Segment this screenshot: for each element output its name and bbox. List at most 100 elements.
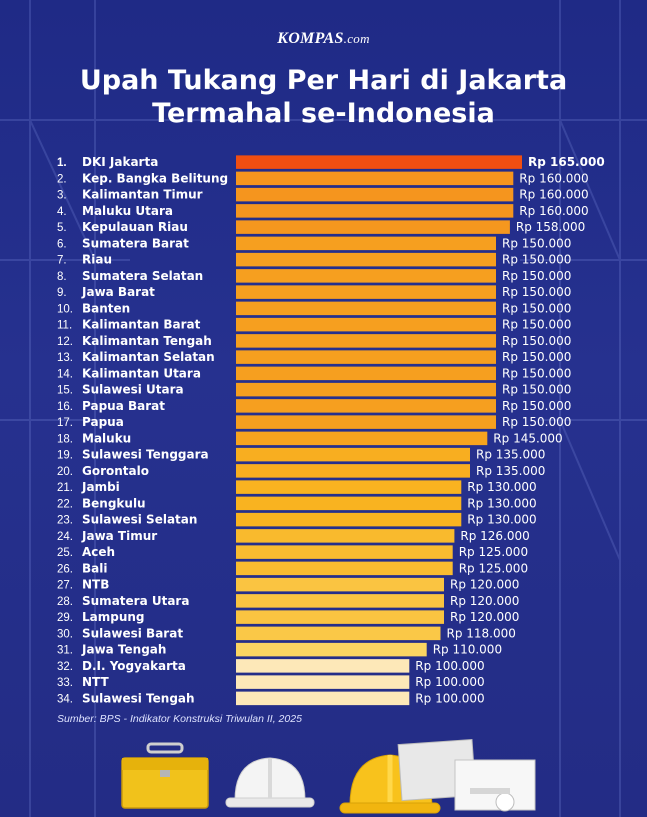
rank-label: 11. bbox=[57, 320, 72, 332]
category-label: D.I. Yogyakarta bbox=[82, 659, 186, 673]
value-label: Rp 120.000 bbox=[450, 610, 519, 624]
category-label: Papua bbox=[82, 415, 124, 429]
rank-label: 18. bbox=[57, 433, 73, 445]
value-label: Rp 120.000 bbox=[450, 578, 519, 592]
bar bbox=[236, 480, 462, 494]
category-label: Kalimantan Barat bbox=[82, 318, 201, 332]
bar bbox=[236, 204, 514, 218]
value-label: Rp 118.000 bbox=[447, 626, 516, 640]
source-note: Sumber: BPS - Indikator Konstruksi Triwu… bbox=[57, 713, 302, 725]
toolbox-icon bbox=[121, 742, 209, 809]
category-label: Kalimantan Tengah bbox=[82, 334, 212, 348]
category-label: Gorontalo bbox=[82, 464, 149, 478]
category-label: Sulawesi Utara bbox=[82, 383, 184, 397]
rank-label: 17. bbox=[57, 417, 73, 429]
value-label: Rp 150.000 bbox=[502, 383, 571, 397]
bar bbox=[236, 512, 462, 527]
value-label: Rp 158.000 bbox=[516, 220, 585, 234]
category-label: Sumatera Barat bbox=[82, 236, 189, 250]
category-label: Jawa Timur bbox=[81, 529, 157, 543]
rank-label: 2. bbox=[57, 173, 67, 185]
value-label: Rp 110.000 bbox=[433, 643, 502, 657]
bar bbox=[236, 594, 444, 608]
value-label: Rp 160.000 bbox=[519, 171, 588, 185]
category-label: Bali bbox=[82, 561, 107, 575]
category-label: Jawa Barat bbox=[81, 285, 155, 299]
value-label: Rp 160.000 bbox=[519, 204, 588, 218]
rank-label: 6. bbox=[57, 238, 67, 250]
category-label: Kep. Bangka Belitung bbox=[82, 171, 228, 185]
bar bbox=[236, 350, 496, 364]
bar bbox=[236, 464, 470, 478]
value-label: Rp 130.000 bbox=[467, 480, 536, 494]
bar bbox=[236, 269, 496, 283]
brand-domain: .com bbox=[343, 31, 370, 46]
rank-label: 24. bbox=[57, 531, 73, 543]
value-label: Rp 100.000 bbox=[415, 691, 484, 705]
rank-label: 31. bbox=[57, 645, 73, 657]
value-label: Rp 150.000 bbox=[502, 399, 571, 413]
brand-name: KOMPAS bbox=[277, 30, 344, 47]
category-label: Kepulauan Riau bbox=[82, 220, 188, 234]
rank-label: 19. bbox=[57, 450, 73, 462]
rank-label: 23. bbox=[57, 515, 73, 527]
bar bbox=[236, 399, 496, 413]
category-label: Kalimantan Utara bbox=[82, 366, 201, 380]
category-label: Riau bbox=[82, 253, 112, 267]
bar bbox=[236, 187, 514, 202]
rank-label: 30. bbox=[57, 628, 73, 640]
value-label: Rp 150.000 bbox=[502, 366, 571, 380]
bar bbox=[236, 431, 488, 446]
bar bbox=[236, 285, 496, 299]
rank-label: 12. bbox=[57, 336, 73, 348]
construction-illustration bbox=[121, 738, 536, 814]
category-label: NTB bbox=[82, 578, 109, 592]
chart-title: Upah Tukang Per Hari di Jakarta Termahal… bbox=[0, 64, 647, 130]
value-label: Rp 150.000 bbox=[502, 415, 571, 429]
category-label: Sulawesi Barat bbox=[82, 626, 183, 640]
bar bbox=[236, 610, 444, 624]
bar bbox=[236, 675, 410, 689]
bar bbox=[236, 529, 455, 543]
category-label: Lampung bbox=[82, 610, 145, 624]
bar bbox=[236, 415, 496, 429]
category-label: Bengkulu bbox=[82, 496, 146, 510]
category-label: Jambi bbox=[81, 480, 120, 494]
rank-label: 7. bbox=[57, 255, 67, 267]
value-label: Rp 120.000 bbox=[450, 594, 519, 608]
value-label: Rp 160.000 bbox=[519, 188, 588, 202]
bar bbox=[236, 626, 441, 641]
blueprint-icon bbox=[397, 738, 536, 812]
bar bbox=[236, 447, 470, 462]
rank-label: 33. bbox=[57, 677, 73, 689]
rank-label: 21. bbox=[57, 482, 73, 494]
bar bbox=[236, 317, 496, 332]
rank-label: 25. bbox=[57, 547, 73, 559]
value-label: Rp 135.000 bbox=[476, 464, 545, 478]
rank-label: 28. bbox=[57, 596, 73, 608]
rank-label: 1. bbox=[57, 157, 67, 169]
bar bbox=[236, 220, 510, 234]
category-label: NTT bbox=[82, 675, 110, 689]
value-label: Rp 135.000 bbox=[476, 448, 545, 462]
rank-label: 34. bbox=[57, 693, 73, 705]
category-label: DKI Jakarta bbox=[82, 155, 158, 169]
bar bbox=[236, 496, 462, 511]
value-label: Rp 145.000 bbox=[493, 431, 562, 445]
bar bbox=[236, 577, 444, 592]
bar bbox=[236, 171, 514, 186]
rank-label: 10. bbox=[57, 303, 73, 315]
rank-label: 29. bbox=[57, 612, 73, 624]
category-label: Maluku bbox=[82, 431, 131, 445]
rank-label: 14. bbox=[57, 368, 73, 380]
value-label: Rp 125.000 bbox=[459, 561, 528, 575]
category-label: Sumatera Selatan bbox=[82, 269, 203, 283]
rank-label: 16. bbox=[57, 401, 73, 413]
category-label: Banten bbox=[82, 301, 130, 315]
value-label: Rp 150.000 bbox=[502, 236, 571, 250]
bar bbox=[236, 691, 410, 706]
value-label: Rp 150.000 bbox=[502, 269, 571, 283]
rank-label: 3. bbox=[57, 190, 67, 202]
value-label: Rp 150.000 bbox=[502, 350, 571, 364]
